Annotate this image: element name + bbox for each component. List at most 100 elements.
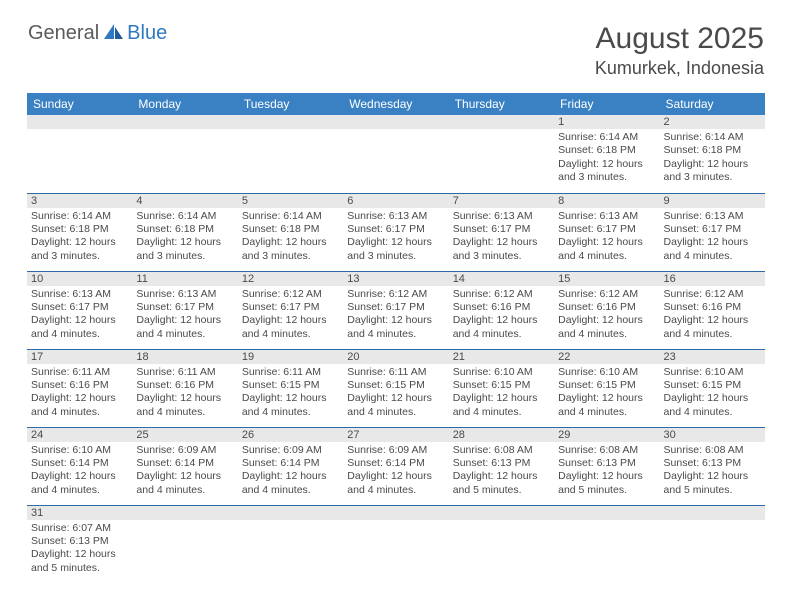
calendar-body: 1 Sunrise: 6:14 AMSunset: 6:18 PMDaylight… xyxy=(27,115,765,583)
day-number-bar xyxy=(660,506,765,520)
day-details: Sunrise: 6:10 AMSunset: 6:15 PMDaylight:… xyxy=(664,366,761,420)
calendar-cell: 5 Sunrise: 6:14 AMSunset: 6:18 PMDaylight… xyxy=(238,193,343,271)
calendar-cell: 9 Sunrise: 6:13 AMSunset: 6:17 PMDaylight… xyxy=(660,193,765,271)
calendar-cell xyxy=(132,115,237,193)
calendar-cell: 1 Sunrise: 6:14 AMSunset: 6:18 PMDaylight… xyxy=(554,115,659,193)
day-details: Sunrise: 6:13 AMSunset: 6:17 PMDaylight:… xyxy=(31,288,128,342)
day-number: 7 xyxy=(449,194,554,208)
day-details: Sunrise: 6:09 AMSunset: 6:14 PMDaylight:… xyxy=(347,444,444,498)
logo-text-general: General xyxy=(28,22,99,45)
calendar-cell: 14Sunrise: 6:12 AMSunset: 6:16 PMDayligh… xyxy=(449,271,554,349)
day-details: Sunrise: 6:14 AMSunset: 6:18 PMDaylight:… xyxy=(242,210,339,264)
calendar-cell: 19 Sunrise: 6:11 AMSunset: 6:15 PMDayligh… xyxy=(238,349,343,427)
day-number: 12 xyxy=(238,272,343,286)
day-details: Sunrise: 6:13 AMSunset: 6:17 PMDaylight:… xyxy=(453,210,550,264)
day-number: 11 xyxy=(132,272,237,286)
title-block: August 2025 Kumurkek, Indonesia xyxy=(595,22,764,79)
calendar-cell: 8 Sunrise: 6:13 AMSunset: 6:17 PMDaylight… xyxy=(554,193,659,271)
day-number: 1 xyxy=(554,115,659,129)
calendar-cell: 26Sunrise: 6:09 AMSunset: 6:14 PMDayligh… xyxy=(238,427,343,505)
day-details: Sunrise: 6:11 AMSunset: 6:16 PMDaylight:… xyxy=(31,366,128,420)
calendar-cell xyxy=(660,505,765,583)
calendar-cell: 13Sunrise: 6:12 AMSunset: 6:17 PMDayligh… xyxy=(343,271,448,349)
day-number: 5 xyxy=(238,194,343,208)
day-number: 29 xyxy=(554,428,659,442)
calendar-cell xyxy=(132,505,237,583)
logo: General Blue xyxy=(28,22,167,45)
day-header: Sunday xyxy=(27,93,132,115)
calendar-cell: 11 Sunrise: 6:13 AMSunset: 6:17 PMDayligh… xyxy=(132,271,237,349)
day-number: 8 xyxy=(554,194,659,208)
calendar-cell: 15 Sunrise: 6:12 AMSunset: 6:16 PMDayligh… xyxy=(554,271,659,349)
calendar-cell: 10Sunrise: 6:13 AMSunset: 6:17 PMDayligh… xyxy=(27,271,132,349)
day-number: 3 xyxy=(27,194,132,208)
calendar-cell xyxy=(449,115,554,193)
day-number-bar xyxy=(343,506,448,520)
calendar-cell: 31Sunrise: 6:07 AMSunset: 6:13 PMDayligh… xyxy=(27,505,132,583)
day-details: Sunrise: 6:10 AMSunset: 6:15 PMDaylight:… xyxy=(453,366,550,420)
day-details: Sunrise: 6:13 AMSunset: 6:17 PMDaylight:… xyxy=(136,288,233,342)
day-number: 28 xyxy=(449,428,554,442)
day-number-bar xyxy=(132,115,237,129)
day-details: Sunrise: 6:10 AMSunset: 6:14 PMDaylight:… xyxy=(31,444,128,498)
day-number: 31 xyxy=(27,506,132,520)
day-details: Sunrise: 6:08 AMSunset: 6:13 PMDaylight:… xyxy=(453,444,550,498)
calendar-cell: 28 Sunrise: 6:08 AMSunset: 6:13 PMDayligh… xyxy=(449,427,554,505)
day-number: 9 xyxy=(660,194,765,208)
logo-sail-icon xyxy=(103,23,125,44)
day-number: 27 xyxy=(343,428,448,442)
day-details: Sunrise: 6:13 AMSunset: 6:17 PMDaylight:… xyxy=(558,210,655,264)
calendar-cell: 25Sunrise: 6:09 AMSunset: 6:14 PMDayligh… xyxy=(132,427,237,505)
day-details: Sunrise: 6:09 AMSunset: 6:14 PMDaylight:… xyxy=(136,444,233,498)
day-number-bar xyxy=(554,506,659,520)
calendar-cell: 20 Sunrise: 6:11 AMSunset: 6:15 PMDayligh… xyxy=(343,349,448,427)
day-details: Sunrise: 6:12 AMSunset: 6:16 PMDaylight:… xyxy=(664,288,761,342)
day-details: Sunrise: 6:12 AMSunset: 6:16 PMDaylight:… xyxy=(558,288,655,342)
day-number-bar xyxy=(238,115,343,129)
page-title: August 2025 xyxy=(595,22,764,56)
calendar-head: SundayMondayTuesdayWednesdayThursdayFrid… xyxy=(27,93,765,115)
calendar-cell: 23 Sunrise: 6:10 AMSunset: 6:15 PMDayligh… xyxy=(660,349,765,427)
day-number: 24 xyxy=(27,428,132,442)
day-number: 20 xyxy=(343,350,448,364)
day-details: Sunrise: 6:14 AMSunset: 6:18 PMDaylight:… xyxy=(558,131,655,185)
calendar-cell xyxy=(238,505,343,583)
day-header: Friday xyxy=(554,93,659,115)
calendar-cell xyxy=(343,505,448,583)
day-details: Sunrise: 6:13 AMSunset: 6:17 PMDaylight:… xyxy=(664,210,761,264)
day-details: Sunrise: 6:12 AMSunset: 6:16 PMDaylight:… xyxy=(453,288,550,342)
calendar-cell: 18Sunrise: 6:11 AMSunset: 6:16 PMDayligh… xyxy=(132,349,237,427)
day-details: Sunrise: 6:12 AMSunset: 6:17 PMDaylight:… xyxy=(242,288,339,342)
day-number-bar xyxy=(449,115,554,129)
day-details: Sunrise: 6:11 AMSunset: 6:15 PMDaylight:… xyxy=(347,366,444,420)
day-number: 17 xyxy=(27,350,132,364)
day-header: Wednesday xyxy=(343,93,448,115)
day-number: 19 xyxy=(238,350,343,364)
calendar-cell: 3 Sunrise: 6:14 AMSunset: 6:18 PMDaylight… xyxy=(27,193,132,271)
day-details: Sunrise: 6:11 AMSunset: 6:15 PMDaylight:… xyxy=(242,366,339,420)
day-number-bar xyxy=(132,506,237,520)
day-number: 23 xyxy=(660,350,765,364)
day-details: Sunrise: 6:14 AMSunset: 6:18 PMDaylight:… xyxy=(31,210,128,264)
day-details: Sunrise: 6:08 AMSunset: 6:13 PMDaylight:… xyxy=(558,444,655,498)
calendar-cell: 27 Sunrise: 6:09 AMSunset: 6:14 PMDayligh… xyxy=(343,427,448,505)
location: Kumurkek, Indonesia xyxy=(595,58,764,79)
calendar-cell: 17 Sunrise: 6:11 AMSunset: 6:16 PMDayligh… xyxy=(27,349,132,427)
day-number: 15 xyxy=(554,272,659,286)
day-header: Tuesday xyxy=(238,93,343,115)
calendar-cell xyxy=(449,505,554,583)
day-number: 16 xyxy=(660,272,765,286)
day-details: Sunrise: 6:12 AMSunset: 6:17 PMDaylight:… xyxy=(347,288,444,342)
day-header: Thursday xyxy=(449,93,554,115)
day-number: 4 xyxy=(132,194,237,208)
day-details: Sunrise: 6:09 AMSunset: 6:14 PMDaylight:… xyxy=(242,444,339,498)
calendar-cell: 21Sunrise: 6:10 AMSunset: 6:15 PMDayligh… xyxy=(449,349,554,427)
calendar-cell: 22 Sunrise: 6:10 AMSunset: 6:15 PMDayligh… xyxy=(554,349,659,427)
day-header: Saturday xyxy=(660,93,765,115)
calendar-cell: 4Sunrise: 6:14 AMSunset: 6:18 PMDaylight… xyxy=(132,193,237,271)
calendar-table: SundayMondayTuesdayWednesdayThursdayFrid… xyxy=(27,93,765,583)
day-number: 22 xyxy=(554,350,659,364)
calendar-cell: 7 Sunrise: 6:13 AMSunset: 6:17 PMDaylight… xyxy=(449,193,554,271)
day-number: 30 xyxy=(660,428,765,442)
day-details: Sunrise: 6:10 AMSunset: 6:15 PMDaylight:… xyxy=(558,366,655,420)
